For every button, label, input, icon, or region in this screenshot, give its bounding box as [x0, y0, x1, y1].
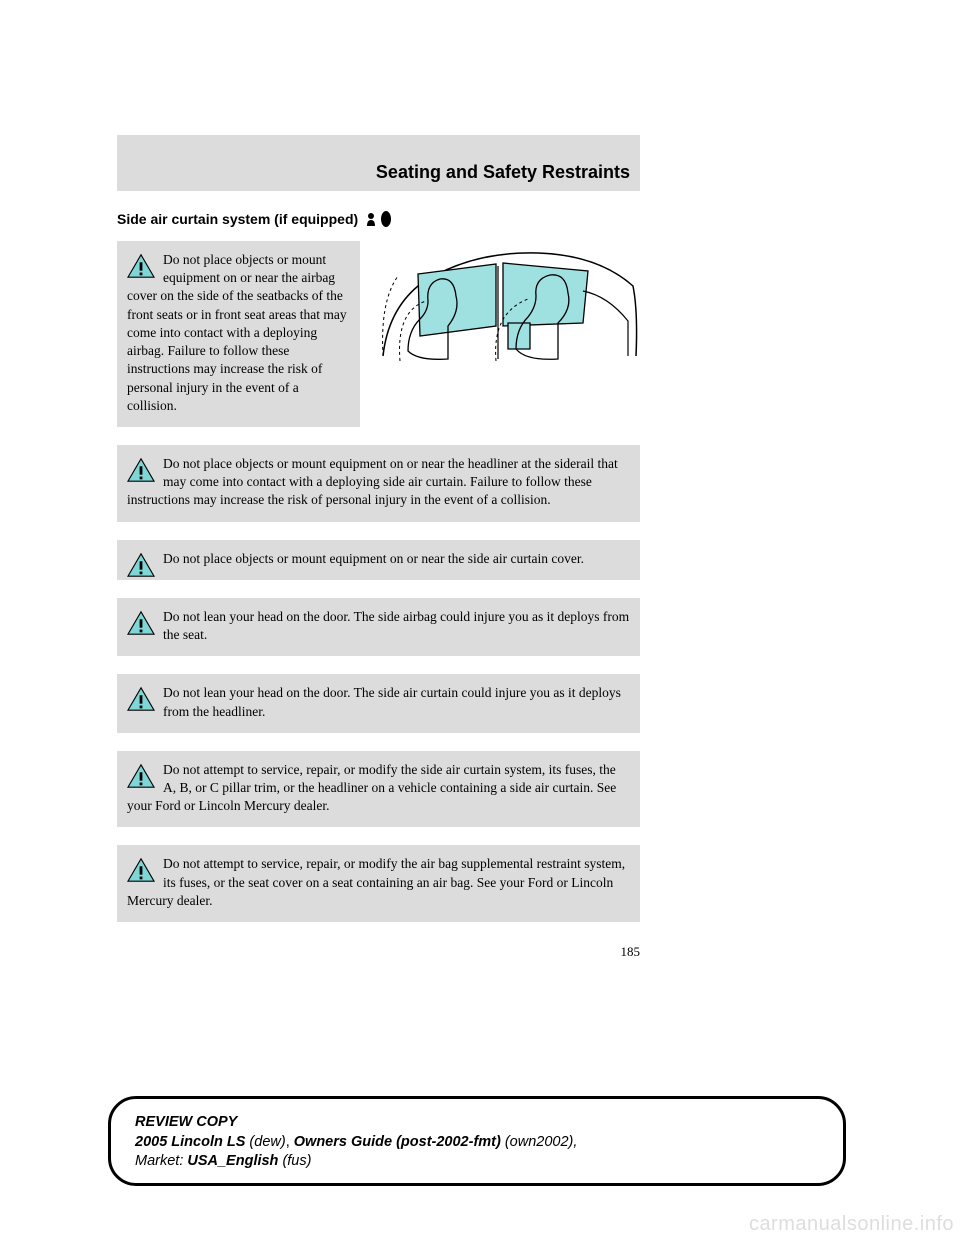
warning-box: Do not place objects or mount equipment … [117, 540, 640, 580]
seat-icon [380, 211, 392, 227]
footer-market: USA_English [187, 1153, 278, 1169]
footer-dew: (dew) [245, 1134, 285, 1150]
warning-icon [127, 857, 155, 883]
warning-box: Do not lean your head on the door. The s… [117, 598, 640, 656]
footer-market-label: Market: [135, 1153, 187, 1169]
warning-icon [127, 610, 155, 636]
warning-box: Do not place objects or mount equipment … [117, 241, 360, 427]
warning-icon [127, 457, 155, 483]
footer-model: 2005 Lincoln LS [135, 1134, 245, 1150]
footer-sep: , [286, 1134, 294, 1150]
warning-icon [127, 552, 155, 578]
footer-fus: (fus) [278, 1153, 311, 1169]
footer-guide: Owners Guide (post-2002-fmt) [294, 1134, 501, 1150]
airbag-mini-icons [364, 211, 392, 227]
warning-box: Do not lean your head on the door. The s… [117, 674, 640, 732]
section-title: Seating and Safety Restraints [376, 162, 630, 183]
warning-text: Do not attempt to service, repair, or mo… [127, 762, 616, 813]
warning-text: Do not attempt to service, repair, or mo… [127, 856, 625, 907]
warning-text: Do not place objects or mount equipment … [127, 252, 347, 413]
warning-text: Do not lean your head on the door. The s… [163, 609, 629, 642]
warning-text: Do not place objects or mount equipment … [163, 551, 584, 566]
footer-review-copy: REVIEW COPY [135, 1114, 237, 1130]
warning-icon [127, 253, 155, 279]
section-header-bar: Seating and Safety Restraints [117, 135, 640, 191]
review-copy-footer: REVIEW COPY 2005 Lincoln LS (dew), Owner… [108, 1096, 846, 1186]
warning-text: Do not lean your head on the door. The s… [163, 685, 621, 718]
car-airbag-diagram [378, 241, 640, 391]
subheading-row: Side air curtain system (if equipped) [117, 211, 640, 227]
person-icon [364, 212, 378, 226]
first-warning-row: Do not place objects or mount equipment … [117, 241, 640, 427]
warning-box: Do not attempt to service, repair, or mo… [117, 751, 640, 828]
subheading: Side air curtain system (if equipped) [117, 211, 358, 227]
warning-icon [127, 686, 155, 712]
watermark-text: carmanualsonline.info [749, 1213, 954, 1236]
manual-page: Seating and Safety Restraints Side air c… [117, 135, 640, 960]
warning-box: Do not place objects or mount equipment … [117, 445, 640, 522]
page-number: 185 [117, 944, 640, 960]
warning-icon [127, 763, 155, 789]
warning-box: Do not attempt to service, repair, or mo… [117, 845, 640, 922]
warning-text: Do not place objects or mount equipment … [127, 456, 618, 507]
footer-own: (own2002), [501, 1134, 578, 1150]
